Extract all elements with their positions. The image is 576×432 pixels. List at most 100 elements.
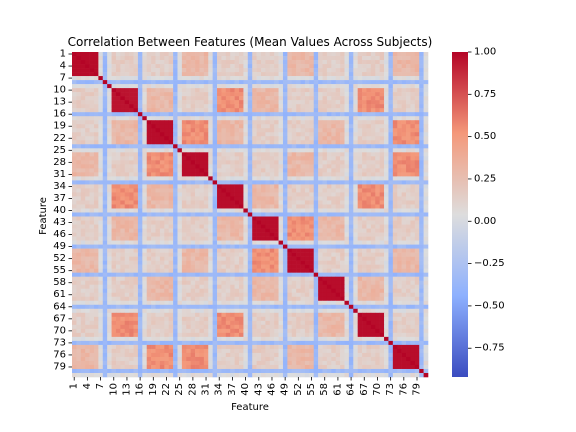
heatmap-cell [380,84,385,88]
heatmap-cell [279,196,284,200]
heatmap-cell [410,68,415,72]
heatmap-cell [309,293,314,297]
heatmap-cell [314,164,319,168]
heatmap-cell [336,188,341,192]
heatmap-cell [186,152,191,156]
heatmap-cell [151,297,156,301]
heatmap-cell [239,128,244,132]
heatmap-cell [353,52,358,56]
heatmap-cell [296,52,301,56]
heatmap-cell [169,160,174,164]
heatmap-cell [270,160,275,164]
heatmap-cell [90,128,95,132]
heatmap-cell [235,84,240,88]
heatmap-cell [204,188,209,192]
heatmap-cell [340,92,345,96]
heatmap-cell [331,229,336,233]
heatmap-cell [296,120,301,124]
heatmap-cell [384,84,389,88]
heatmap-cell [72,84,77,88]
heatmap-cell [217,116,222,120]
heatmap-cell [353,293,358,297]
heatmap-cell [388,245,393,249]
heatmap-cell [103,204,108,208]
heatmap-cell [107,52,112,56]
heatmap-cell [90,164,95,168]
heatmap-cell [182,245,187,249]
heatmap-cell [138,265,143,269]
heatmap-cell [76,172,81,176]
heatmap-cell [270,297,275,301]
heatmap-cell [107,208,112,212]
heatmap-cell [230,293,235,297]
heatmap-cell [103,64,108,68]
heatmap-cell [415,281,420,285]
heatmap-cell [349,132,354,136]
heatmap-cell [252,168,257,172]
heatmap-cell [138,253,143,257]
heatmap-cell [199,80,204,84]
heatmap-cell [362,104,367,108]
heatmap-cell [182,277,187,281]
heatmap-cell [182,128,187,132]
heatmap-cell [296,257,301,261]
heatmap-cell [314,116,319,120]
heatmap-cell [265,64,270,68]
heatmap-cell [384,225,389,229]
heatmap-cell [173,140,178,144]
heatmap-cell [230,56,235,60]
heatmap-cell [142,225,147,229]
heatmap-cell [173,233,178,237]
heatmap-cell [274,168,279,172]
heatmap-cell [252,225,257,229]
heatmap-cell [419,128,424,132]
heatmap-cell [221,136,226,140]
heatmap-cell [156,160,161,164]
heatmap-cell [160,164,165,168]
heatmap-cell [323,64,328,68]
heatmap-cell [107,108,112,112]
heatmap-cell [410,144,415,148]
heatmap-cell [120,172,125,176]
heatmap-cell [85,200,90,204]
heatmap-cell [103,144,108,148]
heatmap-cell [257,241,262,245]
heatmap-cell [221,144,226,148]
heatmap-cell [362,132,367,136]
heatmap-cell [226,245,231,249]
heatmap-cell [147,64,152,68]
heatmap-cell [226,108,231,112]
heatmap-cell [217,140,222,144]
heatmap-cell [134,221,139,225]
heatmap-cell [112,225,117,229]
heatmap-cell [358,76,363,80]
heatmap-cell [309,269,314,273]
heatmap-cell [107,253,112,257]
heatmap-cell [76,212,81,216]
heatmap-cell [301,281,306,285]
heatmap-cell [199,192,204,196]
heatmap-cell [327,184,332,188]
heatmap-cell [358,156,363,160]
heatmap-cell [388,184,393,188]
heatmap-cell [388,277,393,281]
heatmap-cell [103,176,108,180]
heatmap-cell [213,229,218,233]
heatmap-cell [380,160,385,164]
heatmap-cell [305,285,310,289]
heatmap-cell [182,229,187,233]
heatmap-cell [393,92,398,96]
heatmap-cell [107,229,112,233]
heatmap-cell [112,217,117,221]
heatmap-cell [213,76,218,80]
heatmap-cell [177,180,182,184]
heatmap-cell [283,261,288,265]
heatmap-cell [283,140,288,144]
heatmap-cell [226,208,231,212]
heatmap-cell [274,285,279,289]
heatmap-cell [375,108,380,112]
heatmap-cell [182,204,187,208]
heatmap-cell [173,76,178,80]
heatmap-cell [195,140,200,144]
heatmap-cell [164,168,169,172]
